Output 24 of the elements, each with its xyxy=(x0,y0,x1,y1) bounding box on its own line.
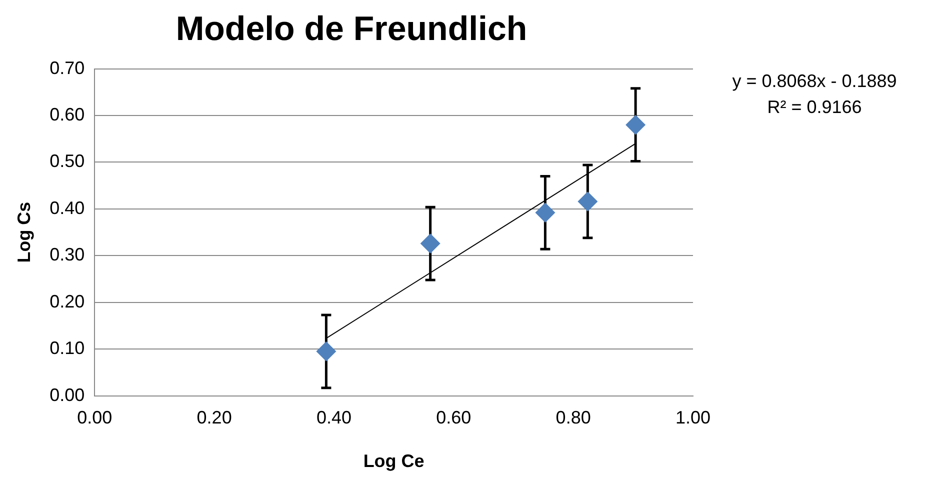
x-tick-label: 1.00 xyxy=(675,408,711,428)
y-tick-label: 0.50 xyxy=(50,151,85,172)
y-tick-label: 0.40 xyxy=(50,198,85,218)
point xyxy=(420,234,440,254)
point xyxy=(535,202,556,223)
x-axis-title: Log Ce xyxy=(363,451,424,472)
text: y = 0.8068x - 0.1889 xyxy=(731,70,898,93)
y-tick-label: 0.10 xyxy=(50,338,85,358)
y-tick-label: 0.00 xyxy=(50,384,85,405)
chart-title: Modelo de Freundlich xyxy=(176,10,528,48)
x-tick-label: 0.20 xyxy=(196,408,232,428)
x-tick-label: 0.00 xyxy=(77,408,112,428)
y-tick-label: 0.60 xyxy=(50,104,85,124)
y-tick-label: 0.30 xyxy=(50,244,85,265)
point xyxy=(578,191,598,212)
point xyxy=(626,114,646,135)
y-axis-title: Log Cs xyxy=(14,202,34,263)
point xyxy=(316,341,336,362)
x-tick-label: 0.80 xyxy=(556,408,591,428)
text: R² = 0.9166 xyxy=(766,96,863,119)
y-tick-label: 0.20 xyxy=(50,291,85,312)
x-tick-label: 0.40 xyxy=(316,408,352,428)
x-tick-label: 0.60 xyxy=(436,408,472,428)
y-tick-label: 0.70 xyxy=(50,58,85,78)
